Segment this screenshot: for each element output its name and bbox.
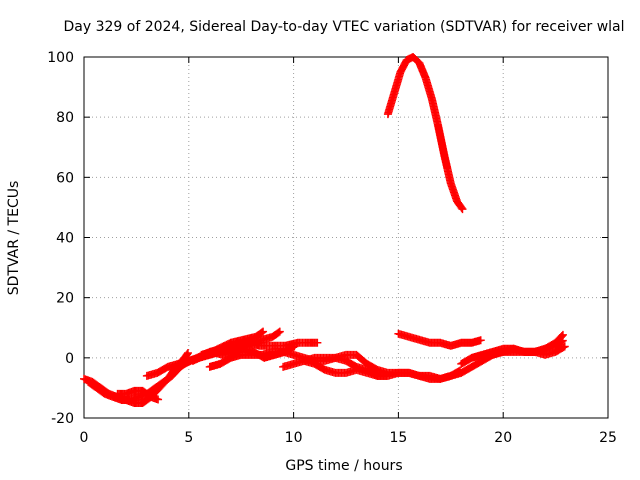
x-tick-label: 25 [599, 430, 617, 446]
data-point [289, 343, 298, 352]
data-point [476, 336, 485, 345]
series-track-11 [383, 53, 467, 214]
data-point [559, 343, 568, 352]
grid-lines [84, 57, 608, 418]
series-track-14 [478, 330, 567, 362]
chart-title: Day 329 of 2024, Sidereal Day-to-day VTE… [63, 19, 624, 35]
data-point [274, 328, 283, 337]
x-tick-label: 15 [389, 430, 407, 446]
data-point [454, 367, 463, 376]
series-track-10 [300, 356, 464, 383]
data-point [259, 327, 268, 336]
x-tick-label: 5 [184, 430, 193, 446]
x-tick-label: 20 [494, 430, 512, 446]
data-point [257, 328, 266, 337]
data-point [558, 330, 567, 339]
data-point [458, 205, 467, 214]
x-tick-label: 10 [285, 430, 303, 446]
series-track-12 [394, 329, 485, 350]
data-point [154, 395, 163, 404]
y-tick-label: -20 [51, 411, 74, 427]
data-point [183, 350, 192, 359]
axis-ticks: 0 5 10 15 20 25 -20 0 20 40 60 80 100 [47, 50, 617, 446]
x-axis-label: GPS time / hours [285, 458, 402, 474]
data-points [80, 53, 569, 407]
y-tick-label: 60 [56, 170, 74, 186]
y-tick-label: 0 [65, 351, 74, 367]
data-point [183, 349, 192, 358]
data-point [290, 342, 299, 351]
data-point [557, 332, 566, 341]
y-tick-label: 100 [47, 50, 74, 66]
y-tick-label: 40 [56, 231, 74, 247]
x-tick-label: 0 [80, 430, 89, 446]
y-tick-label: 80 [56, 110, 74, 126]
y-tick-label: 20 [56, 291, 74, 307]
data-point [275, 327, 284, 336]
series-track-3 [113, 386, 163, 404]
data-point [313, 338, 322, 347]
data-point [560, 342, 569, 351]
y-axis-label: SDTVAR / TECUs [6, 181, 22, 296]
data-point [457, 203, 466, 212]
data-point [455, 366, 464, 375]
